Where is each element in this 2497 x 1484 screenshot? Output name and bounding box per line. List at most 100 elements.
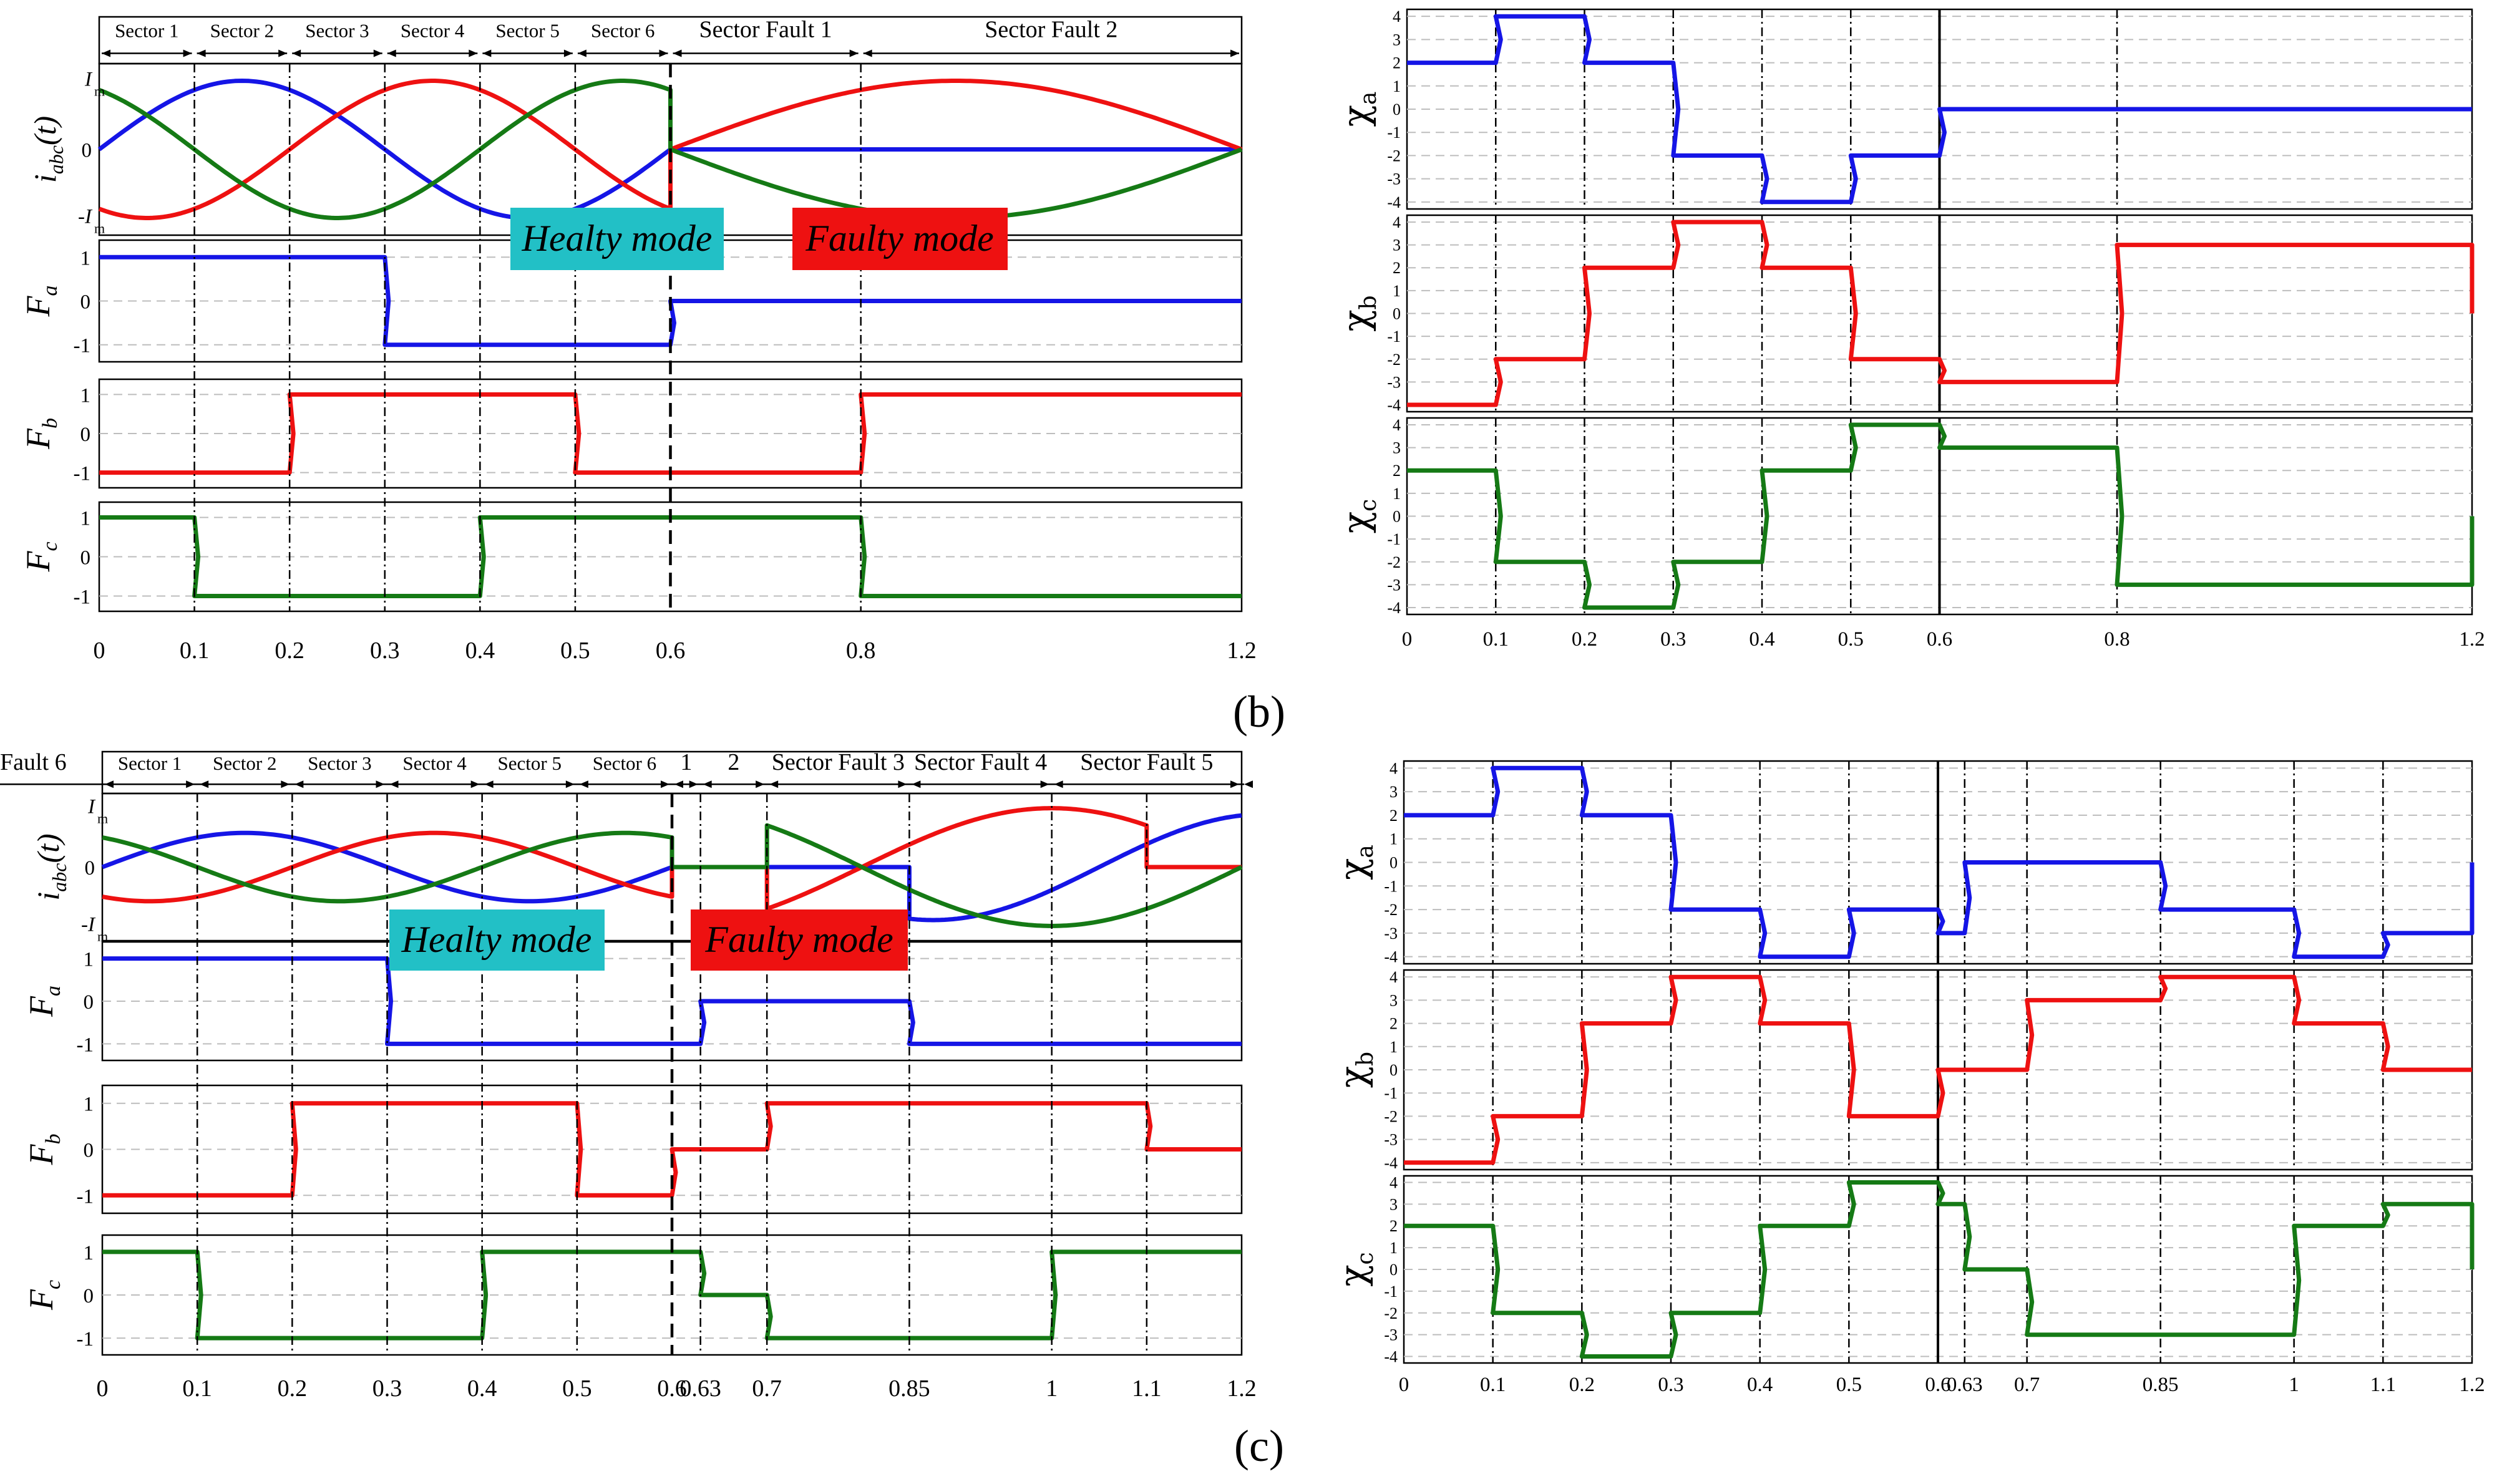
chi-ytick: -3 bbox=[1384, 924, 1398, 943]
switch-ytick: 1 bbox=[80, 384, 91, 407]
sector-arrowhead-right bbox=[659, 49, 668, 57]
chi-x-tick-label: 1.2 bbox=[2459, 628, 2485, 651]
switch-plot-F_a-c: 1 0 -1 Fa bbox=[22, 941, 1243, 1062]
faulty-mode-rect-b bbox=[792, 208, 1008, 270]
left-boundaries-c: 0 0.1 0.2 0.3 0.4 0.5 0.60.63 0.7 0.85 1 1.1 1.2 bbox=[97, 793, 1257, 1402]
switch-trace-F_c bbox=[102, 1249, 1242, 1341]
chi-ytick: 4 bbox=[1393, 7, 1401, 26]
current-ylabel-text: iabc(t) bbox=[31, 833, 71, 900]
chi-ytick: -4 bbox=[1387, 193, 1401, 211]
switch-ytick: -1 bbox=[77, 1034, 94, 1056]
chi-ytick: 2 bbox=[1390, 1015, 1398, 1033]
chi-ytick: 1 bbox=[1390, 1239, 1398, 1257]
chi-ytick: -2 bbox=[1384, 1107, 1398, 1125]
chi-ylabel: χa bbox=[1335, 92, 1381, 127]
chi-ytick: -1 bbox=[1384, 877, 1398, 895]
chi-ylabel: χb bbox=[1331, 1052, 1378, 1088]
chi-ytick: 4 bbox=[1393, 416, 1401, 434]
switch-ytick: -1 bbox=[74, 335, 91, 357]
switch-trace-F_b bbox=[99, 392, 1242, 475]
chi-ytick: 3 bbox=[1390, 783, 1398, 801]
sector-arrowhead-left bbox=[292, 49, 301, 57]
switch-ylabel-text: Fb bbox=[22, 1134, 65, 1166]
sector-label: Sector 3 bbox=[308, 752, 371, 774]
chi-ytick: -3 bbox=[1384, 1131, 1398, 1149]
healthy-mode-label-c: Healty mode bbox=[401, 919, 592, 960]
chi-ytick: -3 bbox=[1387, 576, 1401, 594]
sector-arrowhead-right bbox=[373, 49, 382, 57]
switch-ytick: -1 bbox=[77, 1328, 94, 1351]
sector-label: Sector 4 bbox=[402, 752, 467, 774]
x-tick-label: 0.2 bbox=[275, 638, 304, 664]
chi-x-tick-label: 0.8 bbox=[2104, 628, 2130, 651]
current-ylabel-text: iabc(t) bbox=[27, 116, 67, 183]
x-tick-label: 1.1 bbox=[1132, 1375, 1162, 1402]
chi-ytick: -2 bbox=[1384, 901, 1398, 919]
faulty-mode-label-b: Faulty mode bbox=[805, 218, 994, 259]
chi-ylabel-text: χa bbox=[1331, 845, 1378, 880]
chi-x-tick-label: 0.5 bbox=[1838, 628, 1864, 651]
sector-label: Sector Fault 4 bbox=[914, 749, 1047, 775]
chi-trace-chi_c bbox=[1404, 1180, 2475, 1359]
chi-ytick: 4 bbox=[1390, 1173, 1398, 1191]
chi-ylabel-text: χb bbox=[1331, 1052, 1378, 1088]
current-ytick-zero: 0 bbox=[82, 140, 92, 162]
sector-band-c: Sector 1 Sector 2 Sector 3 Sector 4 Sector 5… bbox=[0, 749, 1253, 795]
switch-plot-F_c-b: 1 0 -1 Fc bbox=[19, 501, 1243, 613]
x-tick-label: 1.2 bbox=[1227, 638, 1257, 664]
chi-x-tick-label: 0.2 bbox=[1569, 1374, 1595, 1396]
chi-x-ticks-b: 0 0.1 0.2 0.3 0.4 0.5 0.6 0.8 1.2 bbox=[1402, 628, 2485, 651]
chi-x-tick-label: 0.63 bbox=[1947, 1374, 1983, 1396]
chi-ylabel-text: χc bbox=[1331, 1252, 1378, 1286]
chi-trace-chi_a bbox=[1404, 765, 2475, 959]
chi-ylabel: χa bbox=[1331, 845, 1378, 880]
healthy-mode-box-c: Healty mode bbox=[389, 909, 605, 971]
chi-ytick: -4 bbox=[1384, 948, 1398, 966]
chi-x-tick-label: 0.4 bbox=[1749, 628, 1774, 651]
sector-arrowhead-left bbox=[482, 49, 492, 57]
x-tick-label: 0.4 bbox=[467, 1375, 497, 1402]
switch-trace-F_c bbox=[99, 515, 1242, 598]
switch-ytick: 1 bbox=[80, 247, 91, 269]
chi-x-tick-label: 0 bbox=[1402, 628, 1413, 651]
chi-ylabel: χc bbox=[1331, 1252, 1378, 1286]
sector-arrowhead-left bbox=[197, 49, 206, 57]
chi-x-tick-label: 0.7 bbox=[2014, 1374, 2040, 1396]
switch-ylabel-text: Fc bbox=[19, 541, 62, 572]
switch-ylabel-text: Fa bbox=[22, 986, 65, 1017]
chi-ytick: -3 bbox=[1387, 373, 1401, 391]
chi-ytick: -4 bbox=[1387, 599, 1401, 617]
switch-trace-F_a bbox=[102, 956, 1242, 1046]
sector-label: Sector 2 bbox=[210, 19, 274, 41]
chi-x-tick-label: 1.1 bbox=[2370, 1374, 2396, 1396]
panel-label-b: (b) bbox=[1233, 687, 1285, 737]
x-tick-label: 0.1 bbox=[180, 638, 210, 664]
chi-x-tick-label: 0 bbox=[1399, 1374, 1409, 1396]
x-tick-label: 1 bbox=[1046, 1375, 1058, 1402]
current-ylabel: iabc(t) bbox=[31, 833, 71, 900]
current-ytick-im-sub: m bbox=[94, 84, 105, 99]
chi-ylabel: χc bbox=[1335, 499, 1381, 533]
healthy-mode-box-b: Healty mode bbox=[510, 208, 724, 270]
chi-ytick: 3 bbox=[1393, 439, 1401, 457]
faulty-mode-label-c: Faulty mode bbox=[704, 919, 893, 960]
x-tick-label: 1.2 bbox=[1227, 1375, 1257, 1402]
current-ytick-zero: 0 bbox=[85, 857, 95, 880]
faulty-mode-box-b: Faulty mode bbox=[792, 208, 1008, 270]
sector-label: Sector Fault 3 bbox=[772, 749, 905, 775]
sector-label: Sector 1 bbox=[118, 752, 182, 774]
switch-ytick: 1 bbox=[84, 1094, 94, 1116]
switch-plot-F_b-b: 1 0 -1 Fb bbox=[19, 378, 1243, 489]
chi-plot-chi_b-b: 4 3 2 1 0 -1 -2 -3 -4 χb bbox=[1335, 213, 2475, 414]
chi-plot-chi_b-c: 4 3 2 1 0 -1 -2 -3 -4 χb bbox=[1331, 968, 2473, 1172]
chi-ytick: 2 bbox=[1393, 54, 1401, 72]
switch-ytick: 0 bbox=[84, 991, 94, 1014]
chi-x-tick-label: 1 bbox=[2289, 1374, 2299, 1396]
sector-arrowhead-left bbox=[673, 49, 682, 57]
chi-ytick: -2 bbox=[1387, 553, 1401, 571]
chi-ytick: -2 bbox=[1387, 351, 1401, 369]
switch-ylabel-text: Fa bbox=[19, 286, 62, 318]
sector-label: Sector 5 bbox=[495, 19, 559, 41]
chi-x-tick-label: 0.1 bbox=[1483, 628, 1509, 651]
x-tick-label: 0.4 bbox=[465, 638, 495, 664]
